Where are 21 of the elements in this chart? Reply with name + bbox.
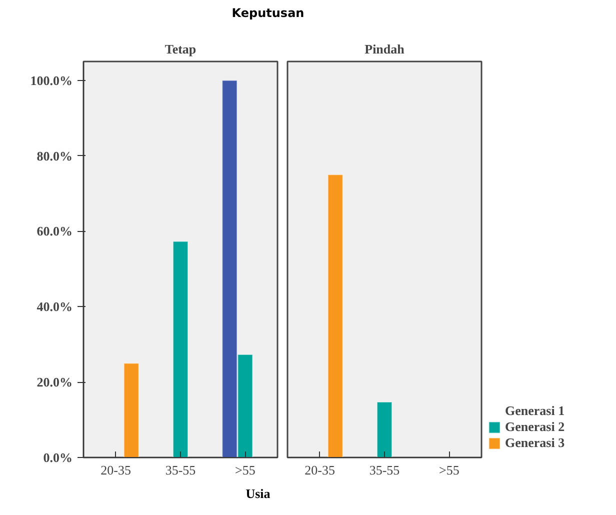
x-tick-label: 20-35 <box>304 462 336 478</box>
chart-title: Keputusan <box>232 5 304 22</box>
text: Generasi 1 <box>505 403 565 419</box>
y-tick-label: 40.0% <box>36 299 72 314</box>
y-tick-label: 20.0% <box>36 374 72 390</box>
y-tick-label: 80.0% <box>36 148 72 164</box>
bar <box>123 362 140 458</box>
x-tick-label: >55 <box>235 462 256 478</box>
chart-subtitle: Pindah <box>364 42 406 56</box>
chart-subtitle: Tetap <box>164 42 196 56</box>
x-axis-title: Usia <box>246 485 270 503</box>
x-tick-label: >55 <box>439 462 460 478</box>
x-tick-label: 35-55 <box>165 462 196 478</box>
y-tick-label: 0.0% <box>43 450 72 465</box>
legend-label: Generasi 2 <box>505 419 565 435</box>
y-tick-label: 100.0% <box>30 72 72 88</box>
x-tick-label: 35-55 <box>369 462 400 478</box>
legend-label: Generasi 3 <box>505 435 565 451</box>
y-tick-label: 60.0% <box>36 224 72 239</box>
bar <box>172 240 188 458</box>
x-tick-label: 20-35 <box>100 462 132 478</box>
